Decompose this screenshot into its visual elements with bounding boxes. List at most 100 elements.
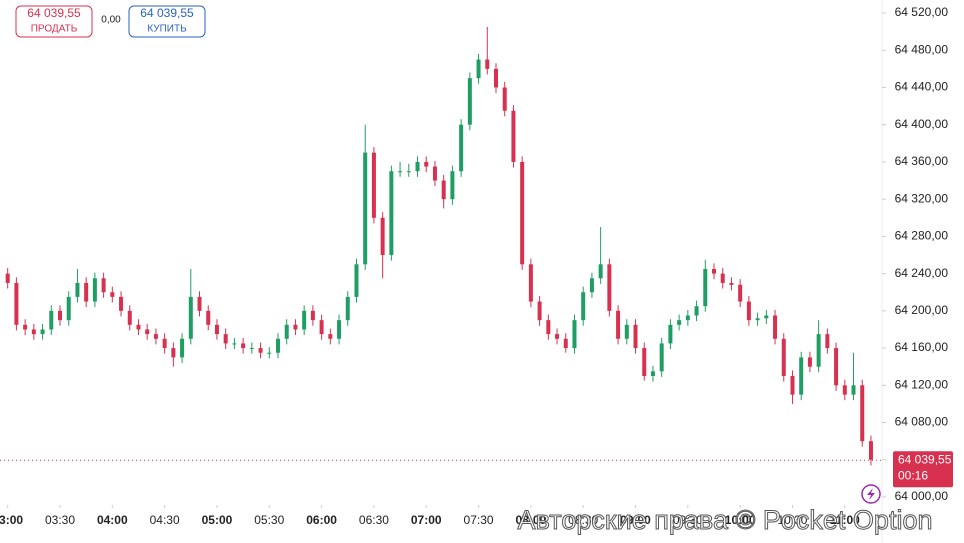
candle-body	[685, 315, 690, 321]
candle-body	[650, 371, 655, 376]
candle-body	[136, 324, 141, 330]
candle-body	[868, 441, 873, 460]
candle-body	[755, 318, 760, 321]
candle-body	[816, 334, 821, 367]
candle-body	[502, 87, 507, 111]
y-tick-label: 64 080,00	[895, 415, 949, 429]
candle-body	[389, 171, 394, 255]
candle-body	[75, 282, 80, 297]
candle-body	[450, 171, 455, 200]
candle-body	[171, 348, 176, 358]
y-tick-label: 64 000,00	[895, 489, 949, 503]
y-tick-label: 64 360,00	[895, 154, 949, 168]
candle-body	[31, 329, 36, 335]
sell-label: ПРОДАТЬ	[31, 24, 78, 35]
candle-body	[223, 334, 228, 344]
candle-body	[5, 273, 10, 283]
candle-body	[764, 315, 769, 319]
buy-price: 64 039,55	[140, 6, 194, 20]
candle-body	[328, 334, 333, 339]
candle-body	[58, 310, 62, 321]
candle-body	[153, 334, 158, 339]
candle-body	[807, 357, 812, 367]
candle-body	[92, 278, 97, 302]
x-tick-label: 07:00	[411, 513, 442, 527]
candle-body	[354, 264, 359, 297]
lightning-icon[interactable]	[861, 484, 881, 504]
candle-body	[624, 324, 629, 339]
x-tick-label: 04:30	[150, 513, 180, 527]
candle-body	[424, 161, 429, 167]
candle-body	[851, 385, 856, 395]
candle-body	[738, 284, 743, 302]
x-tick-label: 11:00	[830, 513, 860, 527]
candle-body	[528, 264, 533, 302]
candle-body	[598, 264, 603, 279]
candle-body	[380, 217, 385, 255]
x-tick-label: 07:30	[464, 513, 494, 527]
candle-body	[345, 296, 350, 321]
candle-body	[84, 282, 89, 302]
candle-body	[825, 334, 830, 349]
y-tick-label: 64 440,00	[895, 80, 949, 94]
candle-body	[66, 296, 71, 321]
timer: 00:16	[898, 468, 928, 482]
candle-body	[40, 329, 45, 335]
candle-body	[729, 282, 734, 285]
x-tick-label: 09:00	[620, 513, 651, 527]
y-tick-label: 64 320,00	[895, 191, 949, 205]
x-tick-label: 05:00	[202, 513, 233, 527]
candle-body	[581, 292, 586, 321]
y-tick-label: 64 200,00	[895, 303, 949, 317]
x-tick-label: 04:00	[97, 513, 128, 527]
candle-body	[249, 348, 254, 350]
y-tick-label: 64 480,00	[895, 42, 949, 56]
candle-body	[459, 124, 464, 172]
candle-body	[441, 180, 446, 200]
candle-body	[14, 282, 19, 325]
candle-body	[799, 357, 804, 395]
candle-body	[337, 320, 342, 339]
candle-body	[145, 329, 150, 335]
candle-body	[180, 338, 185, 358]
candle-body	[415, 161, 420, 172]
candle-body	[258, 348, 263, 353]
candle-body	[773, 315, 778, 339]
candle-body	[197, 296, 202, 311]
buy-button[interactable]: 64 039,55 КУПИТЬ	[128, 5, 206, 38]
candle-body	[206, 310, 211, 325]
lightning-glyph	[867, 488, 875, 500]
candle-body	[293, 324, 298, 330]
candle-body	[546, 320, 551, 335]
candle-body	[476, 59, 481, 79]
candle-body	[842, 385, 847, 395]
sell-price: 64 039,55	[27, 6, 81, 20]
candle-body	[101, 278, 106, 293]
candle-body	[589, 278, 594, 293]
x-tick-label: 08:30	[568, 513, 598, 527]
candle-body	[607, 264, 612, 311]
x-tick-label: 09:30	[673, 513, 703, 527]
candle-body	[310, 310, 315, 321]
x-tick-label: 10:00	[725, 513, 756, 527]
candle-body	[834, 348, 839, 386]
candle-body	[162, 338, 167, 349]
candle-body	[790, 376, 795, 395]
candle-body	[703, 268, 708, 307]
candle-body	[432, 166, 437, 181]
watermark: Авторские права © Pocket Option	[518, 505, 933, 535]
x-tick-label: 06:30	[359, 513, 389, 527]
candle-body	[633, 324, 638, 349]
candle-body	[642, 348, 647, 376]
y-tick-label: 64 120,00	[895, 377, 949, 391]
x-tick-label: 05:30	[254, 513, 284, 527]
candle-body	[214, 324, 219, 335]
buy-label: КУПИТЬ	[147, 24, 187, 35]
candle-body	[485, 59, 490, 69]
candle-body	[23, 324, 28, 330]
candle-body	[668, 324, 673, 344]
sell-button[interactable]: 64 039,55 ПРОДАТЬ	[15, 5, 93, 38]
candle-body	[319, 320, 324, 335]
